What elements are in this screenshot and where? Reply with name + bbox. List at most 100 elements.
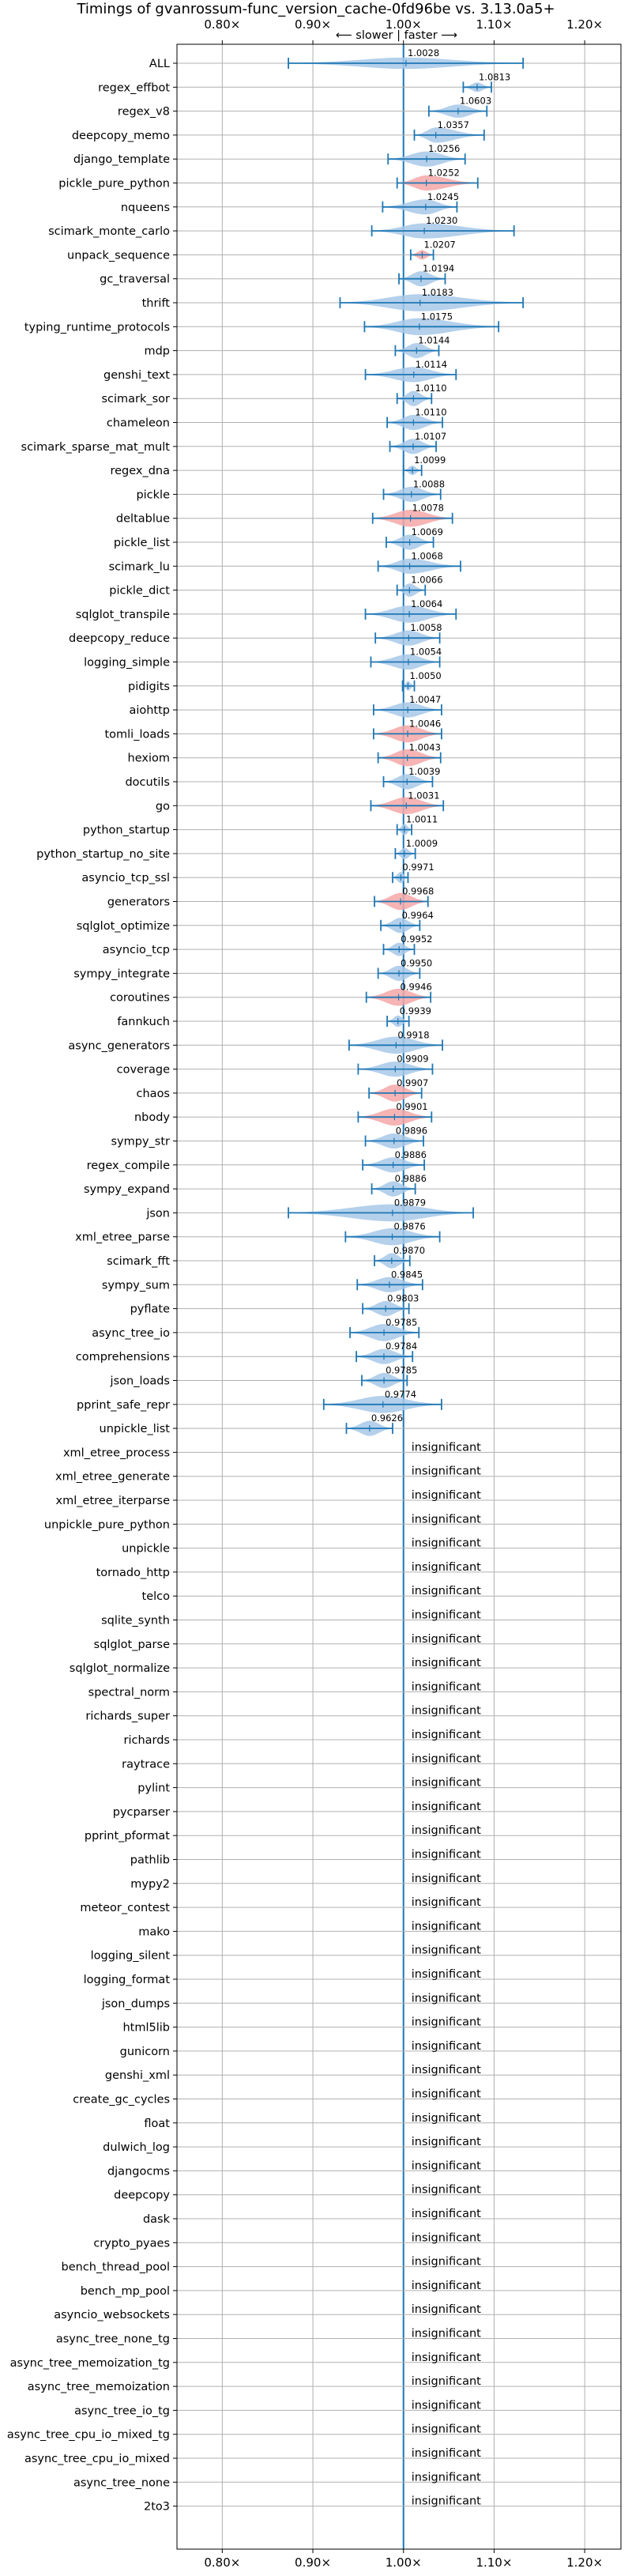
benchmark-label: dask xyxy=(143,2213,171,2226)
insignificant-label: insignificant xyxy=(412,2495,481,2508)
x-tick-label-top: 0.80× xyxy=(204,17,240,32)
value-label: 1.0357 xyxy=(438,119,469,130)
benchmark-label: richards_super xyxy=(85,1710,170,1723)
value-label: 1.0245 xyxy=(427,191,459,202)
benchmark-label: spectral_norm xyxy=(88,1686,170,1699)
insignificant-label: insignificant xyxy=(412,2064,481,2076)
insignificant-label: insignificant xyxy=(412,1920,481,1933)
insignificant-label: insignificant xyxy=(412,1873,481,1885)
insignificant-label: insignificant xyxy=(412,1729,481,1741)
benchmark-label: pprint_pformat xyxy=(85,1830,170,1842)
benchmark-label: deepcopy_reduce xyxy=(69,632,170,645)
benchmark-label: sympy_sum xyxy=(102,1279,170,1292)
benchmark-label: sqlite_synth xyxy=(101,1615,170,1627)
benchmark-label: xml_etree_parse xyxy=(75,1231,170,1244)
x-tick-label-top: 0.90× xyxy=(295,17,331,32)
benchmark-label: chaos xyxy=(137,1088,170,1100)
x-tick-label-bottom: 1.20× xyxy=(566,2555,603,2570)
insignificant-label: insignificant xyxy=(412,1896,481,1909)
value-label: 1.0813 xyxy=(479,71,510,82)
benchmark-label: coverage xyxy=(117,1064,170,1077)
insignificant-label: insignificant xyxy=(412,1585,481,1597)
benchmark-label: deltablue xyxy=(116,513,170,526)
benchmark-label: logging_format xyxy=(84,1974,171,1986)
insignificant-label: insignificant xyxy=(412,1441,481,1454)
value-label: 1.0144 xyxy=(418,335,450,346)
value-label: 0.9968 xyxy=(402,886,434,897)
benchmark-label: float xyxy=(144,2118,170,2130)
benchmark-label: bench_thread_pool xyxy=(62,2261,170,2274)
benchmark-label: unpickle_list xyxy=(100,1423,171,1435)
insignificant-label: insignificant xyxy=(412,2088,481,2101)
benchmark-label: mdp xyxy=(144,345,170,358)
benchmark-label: 2to3 xyxy=(144,2501,170,2514)
benchmark-label: pickle xyxy=(136,488,170,501)
benchmark-label: gunicorn xyxy=(120,2046,170,2058)
benchmark-label: telco xyxy=(142,1590,171,1603)
insignificant-label: insignificant xyxy=(412,2016,481,2029)
benchmark-label: meteor_contest xyxy=(80,1902,170,1914)
direction-label: ⟵ slower | faster ⟶ xyxy=(336,29,457,42)
value-label: 0.9918 xyxy=(397,1029,429,1040)
x-tick-label-top: 1.00× xyxy=(386,17,422,32)
value-label: 0.9946 xyxy=(401,982,432,993)
insignificant-label: insignificant xyxy=(412,1992,481,2005)
benchmark-label: django_template xyxy=(73,153,170,166)
insignificant-label: insignificant xyxy=(412,1465,481,1478)
x-tick-label-bottom: 1.10× xyxy=(476,2555,512,2570)
benchmark-label: richards xyxy=(123,1734,170,1747)
value-label: 0.9870 xyxy=(393,1245,425,1256)
benchmark-label: thrift xyxy=(142,297,171,310)
x-tick-label-top: 1.20× xyxy=(566,17,603,32)
benchmark-label: fannkuch xyxy=(117,1016,170,1028)
insignificant-label: insignificant xyxy=(412,2423,481,2436)
benchmark-label: async_generators xyxy=(68,1039,170,1052)
benchmark-label: go xyxy=(156,800,170,813)
value-label: 0.9626 xyxy=(371,1412,403,1424)
value-label: 1.0009 xyxy=(406,838,438,849)
value-label: 1.0175 xyxy=(421,311,453,322)
insignificant-label: insignificant xyxy=(412,2399,481,2412)
value-label: 1.0047 xyxy=(409,694,441,705)
value-label: 1.0050 xyxy=(409,670,441,681)
benchmark-label: xml_etree_iterparse xyxy=(56,1495,171,1507)
benchmark-label: sqlglot_optimize xyxy=(77,920,170,933)
benchmark-label: async_tree_cpu_io_mixed xyxy=(24,2453,170,2465)
benchmark-label: asyncio_websockets xyxy=(54,2309,170,2321)
value-label: 1.0043 xyxy=(409,742,441,753)
value-label: 1.0028 xyxy=(408,47,439,58)
benchmark-label: pickle_dict xyxy=(109,585,170,598)
benchmark-label: sympy_integrate xyxy=(73,967,170,980)
value-label: 0.9774 xyxy=(385,1389,416,1400)
value-label: 1.0256 xyxy=(428,143,460,154)
benchmark-label: json_dumps xyxy=(101,1997,170,2010)
insignificant-label: insignificant xyxy=(412,1824,481,1837)
value-label: 1.0078 xyxy=(412,503,444,514)
benchmark-label: djangocms xyxy=(107,2165,170,2178)
benchmark-label: regex_v8 xyxy=(118,106,170,119)
value-label: 1.0054 xyxy=(410,647,442,658)
value-label: 1.0230 xyxy=(426,215,457,226)
insignificant-label: insignificant xyxy=(412,1752,481,1765)
benchmark-label: chameleon xyxy=(107,417,170,430)
benchmark-label: pidigits xyxy=(128,681,170,693)
benchmark-label: pickle_list xyxy=(114,537,170,549)
insignificant-label: insignificant xyxy=(412,1944,481,1957)
benchmark-label: typing_runtime_protocols xyxy=(24,321,170,334)
value-label: 1.0058 xyxy=(410,622,442,633)
insignificant-label: insignificant xyxy=(412,2328,481,2340)
insignificant-label: insignificant xyxy=(412,2208,481,2220)
insignificant-label: insignificant xyxy=(412,1513,481,1526)
value-label: 1.0099 xyxy=(414,454,446,466)
insignificant-label: insignificant xyxy=(412,2159,481,2172)
insignificant-label: insignificant xyxy=(412,2447,481,2460)
value-label: 0.9896 xyxy=(396,1126,427,1137)
benchmark-label: sqlglot_normalize xyxy=(70,1662,170,1675)
benchmark-label: gc_traversal xyxy=(100,273,170,286)
insignificant-label: insignificant xyxy=(412,1680,481,1693)
benchmark-label: crypto_pyaes xyxy=(93,2237,170,2250)
x-tick-label-top: 1.10× xyxy=(476,17,512,32)
benchmark-label: bench_mp_pool xyxy=(81,2285,170,2298)
value-label: 0.9907 xyxy=(397,1077,428,1088)
